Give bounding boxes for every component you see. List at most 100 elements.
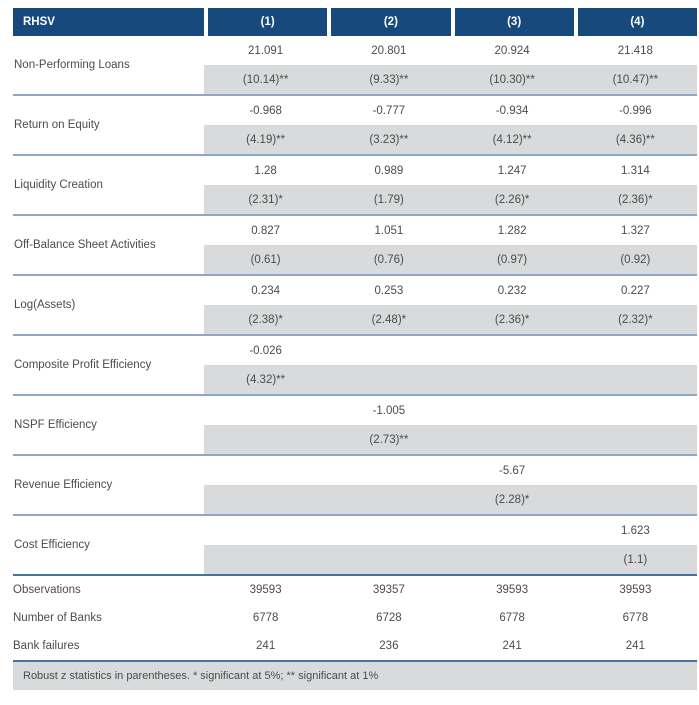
tstat-cell: (0.61) bbox=[204, 245, 328, 274]
tstat-cell: (3.23)** bbox=[327, 125, 451, 154]
summary-value: 236 bbox=[379, 640, 399, 652]
tstat-cell: (0.76) bbox=[327, 245, 451, 274]
coefficient-cell bbox=[574, 396, 697, 425]
header-cell-rhsv: RHSV bbox=[13, 8, 204, 36]
coefficient-cell: -0.777 bbox=[372, 104, 406, 117]
summary-value: 39357 bbox=[372, 584, 405, 596]
summary-value: 241 bbox=[502, 640, 522, 652]
tstat-cell bbox=[450, 425, 574, 454]
group-divider bbox=[13, 154, 697, 156]
header-row: RHSV (1) (2) (3) (4) bbox=[13, 8, 697, 36]
coefficient-cell: 1.623 bbox=[620, 524, 650, 537]
tstat-cell: (9.33)** bbox=[327, 65, 451, 94]
table-row: Revenue Efficiency -5.67 (2.28)* bbox=[13, 456, 697, 514]
footnote: Robust z statistics in parentheses. * si… bbox=[13, 662, 697, 690]
row-label: Log(Assets) bbox=[14, 299, 76, 311]
tstat-cell: (2.38)* bbox=[204, 305, 328, 334]
summary-label: Observations bbox=[13, 584, 81, 596]
coefficient-cell: -5.67 bbox=[499, 464, 526, 477]
tstat-cell: (1.1) bbox=[573, 545, 697, 574]
row-label: Revenue Efficiency bbox=[14, 479, 113, 491]
tstat-cell: (10.14)** bbox=[204, 65, 328, 94]
tstat-cell bbox=[204, 545, 328, 574]
coefficient-cell: -0.996 bbox=[619, 104, 652, 117]
group-divider bbox=[13, 454, 697, 456]
coefficient-cell bbox=[451, 336, 574, 365]
row-label: NSPF Efficiency bbox=[14, 419, 97, 431]
coefficient-cell: 0.827 bbox=[251, 224, 281, 237]
table-row: Log(Assets) 0.234 0.253 0.232 0.227 (2.38)* (2… bbox=[13, 276, 697, 334]
summary-value: 241 bbox=[256, 640, 276, 652]
coefficient-cell bbox=[451, 516, 574, 545]
tstat-cell: (0.97) bbox=[450, 245, 574, 274]
table-row: Off-Balance Sheet Activities 0.827 1.051 1.… bbox=[13, 216, 697, 274]
tstat-cell bbox=[450, 545, 574, 574]
coefficient-cell: 1.051 bbox=[374, 224, 404, 237]
coefficient-cell: 1.282 bbox=[497, 224, 527, 237]
group-divider bbox=[13, 214, 697, 216]
coefficient-cell: 0.253 bbox=[374, 284, 404, 297]
coefficient-cell: -0.934 bbox=[495, 104, 529, 117]
tstat-cell: (4.32)** bbox=[204, 365, 328, 394]
coefficient-cell: -0.968 bbox=[249, 104, 282, 117]
row-label: Liquidity Creation bbox=[14, 179, 103, 191]
summary-row: Observations 39593 39357 39593 39593 bbox=[13, 576, 697, 604]
tstat-cell: (4.12)** bbox=[450, 125, 574, 154]
group-divider bbox=[13, 514, 697, 516]
table-row: Liquidity Creation 1.28 0.989 1.247 1.314 (2.… bbox=[13, 156, 697, 214]
group-divider bbox=[13, 334, 697, 336]
tstat-cell: (2.31)* bbox=[204, 185, 328, 214]
summary-section: Observations 39593 39357 39593 39593 Number o… bbox=[13, 576, 697, 660]
tstat-cell: (2.36)* bbox=[573, 185, 697, 214]
table-row: Return on Equity -0.968 -0.777 -0.934 -0.996… bbox=[13, 96, 697, 154]
coefficient-cell bbox=[327, 516, 450, 545]
table-row: Cost Efficiency 1.623 (1.1) bbox=[13, 516, 697, 574]
group-divider bbox=[13, 574, 697, 576]
tstat-cell: (2.48)* bbox=[327, 305, 451, 334]
coefficient-cell: 1.327 bbox=[620, 224, 650, 237]
coefficient-cell bbox=[204, 516, 327, 545]
tstat-cell: (2.28)* bbox=[450, 485, 574, 514]
row-label: Cost Efficiency bbox=[14, 539, 90, 551]
tstat-cell: (0.92) bbox=[573, 245, 697, 274]
coefficient-cell: 21.091 bbox=[248, 44, 284, 57]
tstat-cell: (1.79) bbox=[327, 185, 451, 214]
table-row: Composite Profit Efficiency -0.026 (4.32)*… bbox=[13, 336, 697, 394]
summary-value: 6778 bbox=[622, 612, 649, 624]
tstat-cell bbox=[573, 485, 697, 514]
coefficient-cell: 0.234 bbox=[251, 284, 281, 297]
summary-value: 241 bbox=[625, 640, 645, 652]
tstat-cell: (10.30)** bbox=[450, 65, 574, 94]
coefficient-cell: 0.232 bbox=[497, 284, 527, 297]
coefficient-cell bbox=[327, 456, 450, 485]
coefficient-cell bbox=[574, 456, 697, 485]
header-cell-model-3: (3) bbox=[450, 8, 574, 36]
coefficient-cell: 0.227 bbox=[620, 284, 650, 297]
variable-groups-section: Non-Performing Loans 21.091 20.801 20.924 21… bbox=[13, 36, 697, 576]
tstat-cell bbox=[450, 365, 574, 394]
table-row: NSPF Efficiency -1.005 (2.73)** bbox=[13, 396, 697, 454]
coefficient-cell: -0.026 bbox=[249, 344, 282, 357]
coefficient-cell: 1.247 bbox=[497, 164, 527, 177]
coefficient-cell: -1.005 bbox=[372, 404, 406, 417]
tstat-cell bbox=[327, 545, 451, 574]
header-cell-model-1: (1) bbox=[204, 8, 328, 36]
coefficient-cell bbox=[327, 336, 450, 365]
coefficient-cell: 20.924 bbox=[494, 44, 530, 57]
tstat-cell bbox=[573, 365, 697, 394]
summary-label: Bank failures bbox=[13, 640, 80, 652]
summary-value: 39593 bbox=[496, 584, 529, 596]
row-label: Off-Balance Sheet Activities bbox=[14, 239, 156, 251]
group-divider bbox=[13, 94, 697, 96]
footnote-divider bbox=[13, 660, 697, 662]
coefficient-cell bbox=[204, 456, 327, 485]
coefficient-cell: 0.989 bbox=[374, 164, 404, 177]
coefficient-cell: 1.28 bbox=[254, 164, 277, 177]
summary-value: 39593 bbox=[619, 584, 652, 596]
tstat-cell: (2.32)* bbox=[573, 305, 697, 334]
coefficient-cell: 21.418 bbox=[617, 44, 653, 57]
summary-row: Number of Banks 6778 6728 6778 6778 bbox=[13, 604, 697, 632]
coefficient-cell bbox=[204, 396, 327, 425]
summary-value: 39593 bbox=[249, 584, 282, 596]
regression-results-table: RHSV (1) (2) (3) (4) Non-Performing Loan… bbox=[13, 8, 697, 690]
